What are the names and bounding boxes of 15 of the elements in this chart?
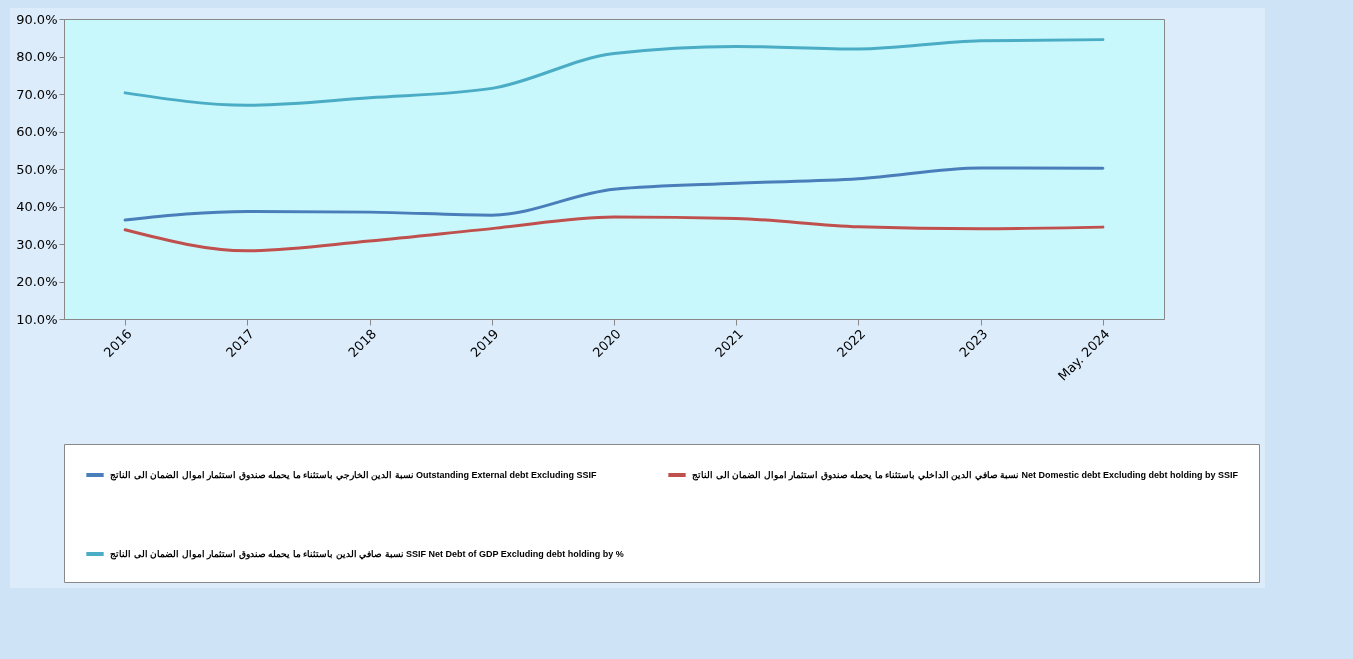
legend-label: نسبة الدين الخارجي باستثناء ما يحمله صندوق استثمار اموال الضمان الى الناتج Outstanding External debt Excluding SSIF xyxy=(110,470,598,481)
y-tick-label: 60.0% xyxy=(16,124,58,139)
y-tick-label: 90.0% xyxy=(16,11,58,27)
line-series xyxy=(123,38,1105,107)
y-tick-label: 80.0% xyxy=(16,49,58,64)
legend-label: نسبة صافي الدين باستثناء ما يحمله صندوق استثمار اموال الضمان الى الناتج SSIF Net Debt of GDP Excluding debt holding by % xyxy=(110,549,624,560)
line-series xyxy=(123,166,1105,222)
y-tick-label: 50.0% xyxy=(16,161,58,177)
y-tick-label: 10.0% xyxy=(16,311,58,327)
y-tick-label: 70.0% xyxy=(16,86,58,102)
line-series xyxy=(123,215,1105,253)
legend-label: نسبة صافي الدين الداخلي باستثناء ما يحمله صندوق استثمار اموال الضمان الى الناتج Net Domestic debt Excluding debt holding by SSIF xyxy=(692,470,1239,481)
y-tick-label: 40.0% xyxy=(16,199,58,214)
y-tick-label: 20.0% xyxy=(16,274,58,289)
y-tick-label: 30.0% xyxy=(16,236,58,252)
